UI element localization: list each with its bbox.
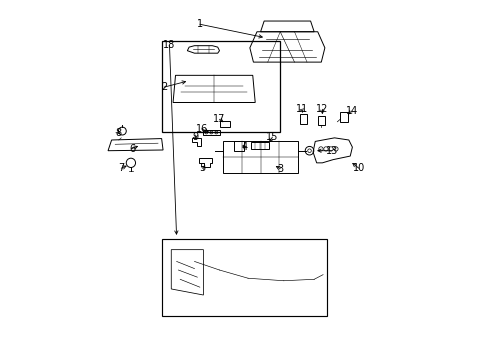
Text: 6: 6 (129, 144, 135, 154)
Text: 8: 8 (116, 128, 122, 138)
Text: 10: 10 (352, 163, 364, 173)
Text: 4: 4 (241, 142, 247, 152)
Text: 12: 12 (316, 104, 328, 114)
Bar (250, 142, 268, 149)
Text: 11: 11 (295, 104, 307, 114)
Bar (220, 121, 230, 127)
Text: 5: 5 (199, 163, 205, 173)
Bar (299, 113, 306, 123)
Text: 18: 18 (163, 40, 175, 50)
Text: 14: 14 (345, 106, 357, 116)
Bar (234, 141, 244, 151)
Bar (223, 141, 298, 173)
Bar (203, 130, 220, 135)
Bar (317, 116, 324, 125)
Text: 16: 16 (195, 124, 207, 134)
Text: 13: 13 (325, 146, 338, 156)
Text: 3: 3 (277, 163, 283, 174)
Text: 2: 2 (161, 82, 167, 92)
Text: 9: 9 (192, 132, 198, 142)
Text: 15: 15 (265, 132, 278, 142)
Bar (162, 41, 280, 132)
Text: 1: 1 (196, 19, 203, 29)
Bar (340, 112, 347, 122)
Text: 17: 17 (213, 114, 225, 124)
Bar (162, 239, 326, 316)
Text: 7: 7 (118, 163, 124, 173)
